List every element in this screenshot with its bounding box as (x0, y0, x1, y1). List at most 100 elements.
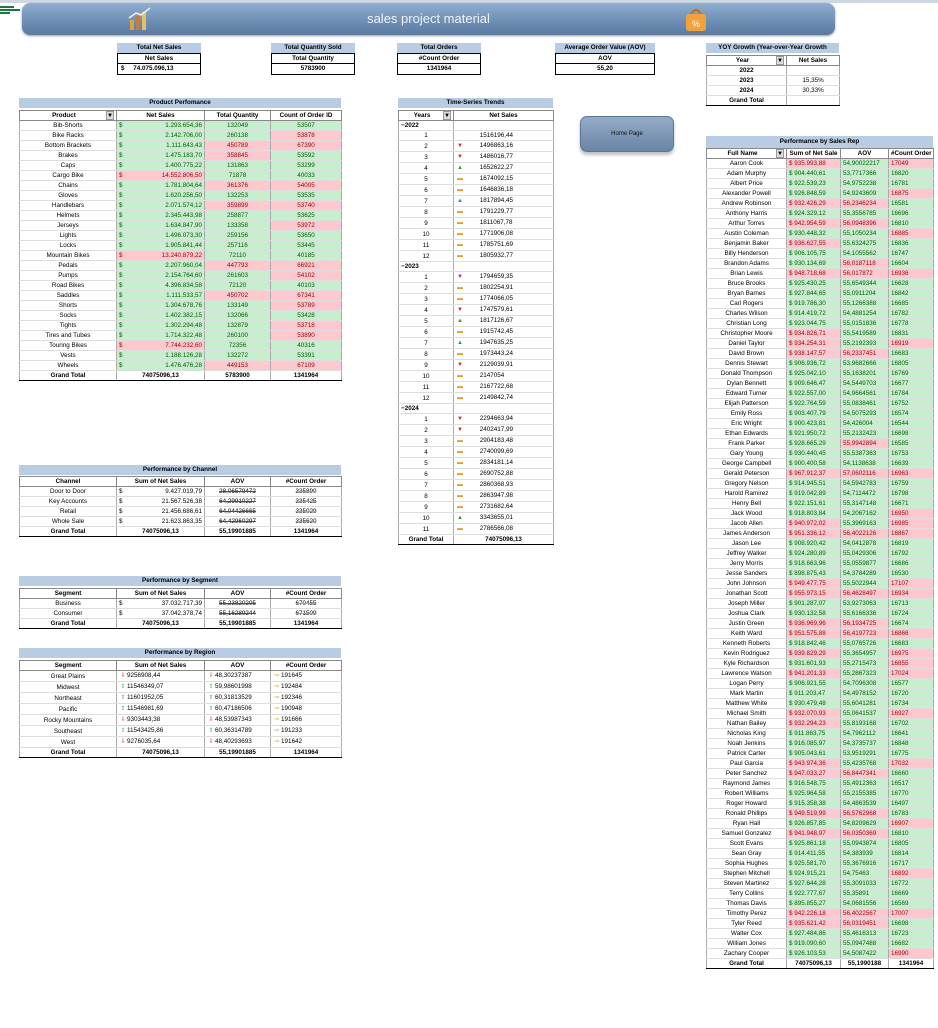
aov-cell: 55,3676916 (840, 858, 889, 869)
table-row: Zachary Cooper $ 926.103,53 54,5087422 1699… (706, 948, 934, 959)
yoy-header-year[interactable]: Year ▾ (706, 55, 787, 66)
month-cell: 7 (398, 337, 454, 349)
product-header-product[interactable]: Product ▾ (19, 110, 117, 121)
count-cell: 16574 (888, 408, 934, 419)
count-cell: 16798 (888, 488, 934, 499)
net-sales-cell: $ 925.964,58 (786, 788, 841, 799)
count-cell: 16772 (888, 878, 934, 889)
table-row: 9 ▬ 1811067,78 (398, 217, 554, 229)
aov-cell: 64,42960297 (204, 516, 271, 527)
orders-cell: 53740 (270, 200, 342, 211)
aov-cell: ⇧60,36314789 (204, 725, 271, 737)
table-row: 6 ▬ 1915742,45 (398, 326, 554, 338)
table-row: Helmets $2.345.443,98 258877 53625 (19, 210, 342, 221)
count-cell: 16698 (888, 428, 934, 439)
segment-header-1: Sum of Net Sales (116, 588, 205, 599)
month-cell: 11 (398, 381, 454, 393)
year-group-row[interactable]: −2024 (398, 403, 554, 414)
table-row: Jerry Morris $ 918.663,96 55,0559877 16686 (706, 558, 934, 569)
aov-cell: 55,35891 (840, 888, 889, 899)
month-cell: 4 (398, 446, 454, 458)
region-name: Great Plains (19, 670, 117, 682)
channel-header-2: AOV (204, 476, 271, 487)
orders-cell: 53878 (270, 130, 342, 141)
net-sales-cell: ▬ 2690752,88 (453, 468, 554, 480)
aov-cell: 54,0681556 (840, 898, 889, 909)
aov-cell: 54,4863539 (840, 798, 889, 809)
kpi-value: 5783900 (271, 64, 355, 75)
net-sales-cell: $ 901.287,07 (786, 598, 841, 609)
count-cell: 16950 (888, 508, 934, 519)
orders-cell: 40316 (270, 340, 342, 351)
net-sales-cell: $ 926.103,53 (786, 948, 841, 959)
table-row: Brakes $1.475.183,70 358845 53592 (19, 150, 342, 161)
quantity-cell: 72120 (204, 280, 271, 291)
net-sales-cell: ⇩9256908,44 (116, 670, 205, 682)
table-row: Carl Rogers $ 919.786,30 55,1266388 16685 (706, 298, 934, 309)
arrow-up-icon: ⇧ (208, 695, 214, 701)
net-sales-cell: ▼ 2129039,91 (453, 359, 554, 371)
table-row: Locks $1.905.841,44 257116 53445 (19, 240, 342, 251)
table-row: Charles Wilson $ 914.419,72 54,4881254 1678… (706, 308, 934, 319)
yoy-table: Year ▾ Net Sales 2022 2023 15,35% 2024 30,33… (706, 55, 840, 106)
home-page-button[interactable]: Home Page (580, 116, 674, 152)
orders-cell: 53445 (270, 240, 342, 251)
aov-cell: 54,383939 (840, 848, 889, 859)
year-group-row[interactable]: −2023 (398, 261, 554, 272)
kpi-label: Total Quantity (271, 53, 355, 64)
net-sales-cell: ▬ 2786566,08 (453, 523, 554, 535)
region-header-1: Sum of Net Sales (116, 660, 205, 671)
net-sales-cell: $ 930.448,32 (786, 228, 841, 239)
rep-name: Emily Ross (706, 408, 787, 419)
table-row: 3 ▬ 1774066,05 (398, 293, 554, 305)
net-sales-cell: $ 922.764,59 (786, 398, 841, 409)
year-group-row[interactable]: −2022 (398, 120, 554, 131)
table-row: Matthew White $ 930.479,48 55,6041281 16734 (706, 698, 934, 709)
count-cell: 16683 (888, 638, 934, 649)
arrow-down-icon: ⇩ (208, 717, 214, 723)
dash-icon: ▬ (457, 285, 463, 291)
channel-header-0: Channel (19, 476, 117, 487)
net-sales-cell: $ 918.663,96 (786, 558, 841, 569)
aov-cell: 56,4022567 (840, 908, 889, 919)
rep-name: Arthur Torres (706, 218, 787, 229)
aov-cell: 55,16289244 (204, 608, 271, 619)
net-sales-cell: $ 918.842,46 (786, 638, 841, 649)
grand-total-row: Grand Total 74075096,13 55,19901885 1341964 (19, 526, 342, 537)
kpi-total-orders: Total Orders #Count Order 1341964 (397, 43, 481, 75)
table-row: Justin Green $ 936.969,96 56,1934725 16674 (706, 618, 934, 629)
reps-header-name[interactable]: Full Name ▾ (706, 148, 787, 159)
net-sales-cell: ▬ 2731682,64 (453, 501, 554, 513)
net-sales-cell: ▬ 1646836,18 (453, 184, 554, 196)
net-sales-cell: $1.111.533,57 (116, 290, 205, 301)
table-row: Adam Murphy $ 904.440,61 53,7717366 16820 (706, 168, 934, 179)
table-row: Dennis Stewart $ 906.936,72 53,9682666 1680… (706, 358, 934, 369)
month-cell: 8 (398, 206, 454, 218)
rep-name: Donald Thompson (706, 368, 787, 379)
region-name: Rocky Mountains (19, 714, 117, 726)
channel-table: Channel Sum of Net Sales AOV #Count Orde… (19, 476, 342, 537)
aov-cell: 54,9664561 (840, 388, 889, 399)
product-name: Pumps (19, 270, 117, 281)
grand-total-row: Grand Total 74075096,13 55,1990188 1341964 (706, 958, 934, 969)
table-row: Austin Coleman $ 930.448,32 55,1050234 1688… (706, 228, 934, 239)
table-row: Daniel Taylor $ 934.254,31 55,2192393 16919 (706, 338, 934, 349)
rep-name: Eric Wright (706, 418, 787, 429)
rep-name: Mark Martin (706, 688, 787, 699)
dash-icon: ▬ (457, 209, 463, 215)
orders-cell: 40033 (270, 170, 342, 181)
grand-total-label: Grand Total (706, 95, 787, 106)
table-row: Raymond James $ 916.548,75 55,4912363 16517 (706, 778, 934, 789)
aov-cell: 56,0187118 (840, 258, 889, 269)
aov-cell: 54,8209629 (840, 818, 889, 829)
dash-icon: ▬ (457, 176, 463, 182)
rep-name: Kevin Rodriguez (706, 648, 787, 659)
net-sales-cell: $2.207.960,04 (116, 260, 205, 271)
month-cell: 9 (398, 217, 454, 229)
table-row: West ⇩9276035,64 ⇩48,40293693 ⇨191642 (19, 736, 342, 748)
rep-name: Austin Coleman (706, 228, 787, 239)
count-cell: 16934 (888, 588, 934, 599)
count-cell: 16927 (888, 708, 934, 719)
timeseries-header-years[interactable]: Years ▾ (398, 110, 454, 121)
aov-cell: 55,4912363 (840, 778, 889, 789)
